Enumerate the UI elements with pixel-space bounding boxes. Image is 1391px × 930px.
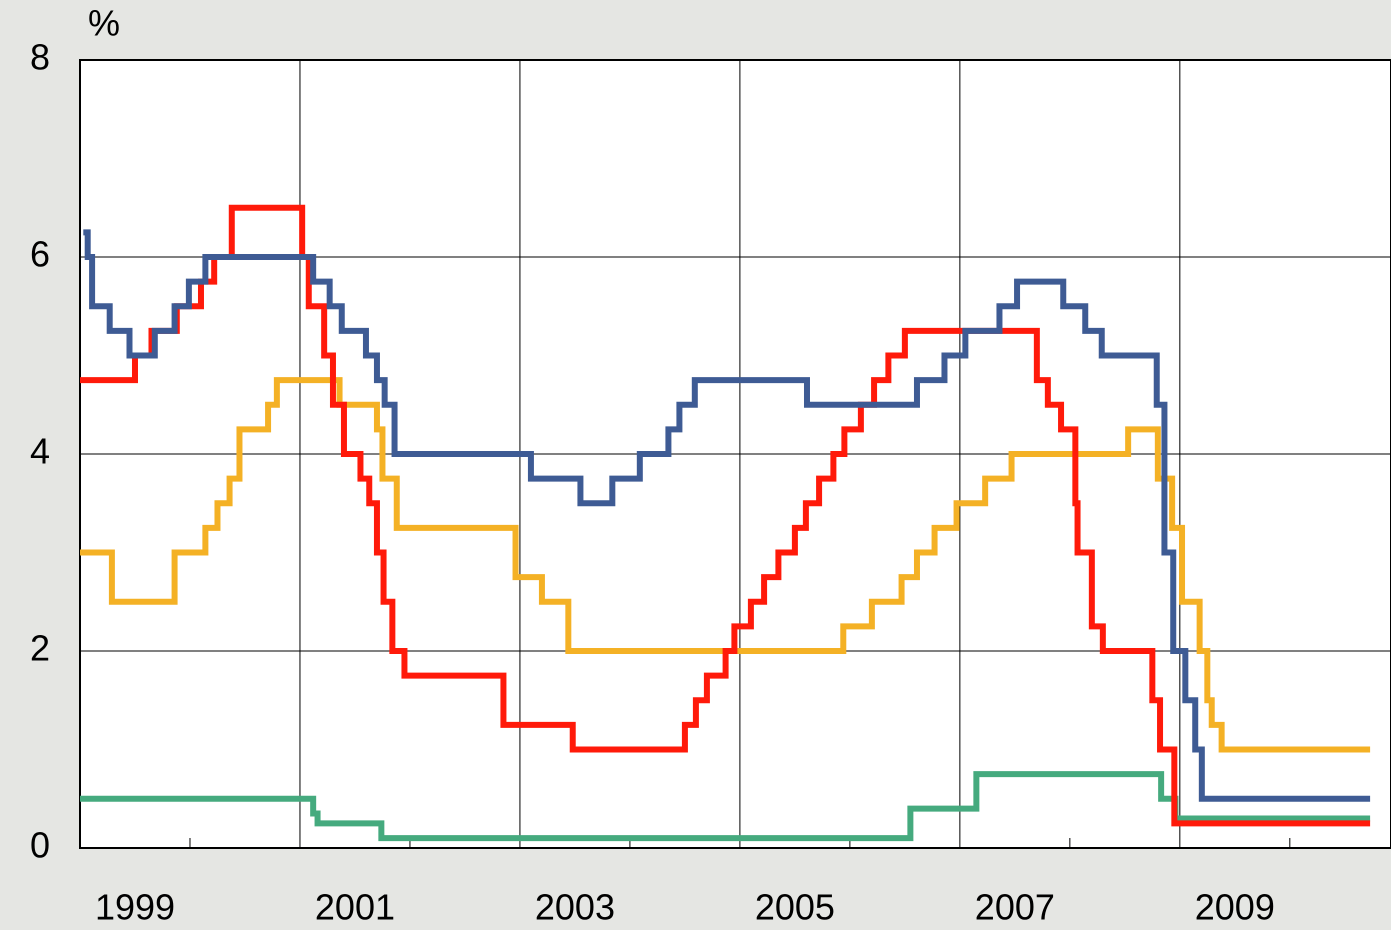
y-axis-label: % bbox=[88, 3, 120, 44]
y-tick-label: 0 bbox=[30, 825, 50, 866]
x-tick-label: 2001 bbox=[315, 887, 395, 928]
y-tick-label: 2 bbox=[30, 628, 50, 669]
y-tick-label: 4 bbox=[30, 431, 50, 472]
rate-line bbox=[80, 377, 1371, 753]
x-tick-label: 1999 bbox=[95, 887, 175, 928]
x-tick-label: 2003 bbox=[535, 887, 615, 928]
plot-border bbox=[79, 59, 1391, 849]
y-tick-label: 6 bbox=[30, 234, 50, 275]
rate-line bbox=[80, 771, 1371, 842]
y-tick-label: 8 bbox=[30, 37, 50, 78]
x-tick-label: 2007 bbox=[975, 887, 1055, 928]
rate-line bbox=[83, 229, 1371, 802]
rate-line bbox=[80, 204, 1371, 827]
x-tick-label: 2009 bbox=[1195, 887, 1275, 928]
x-tick-label: 2005 bbox=[755, 887, 835, 928]
